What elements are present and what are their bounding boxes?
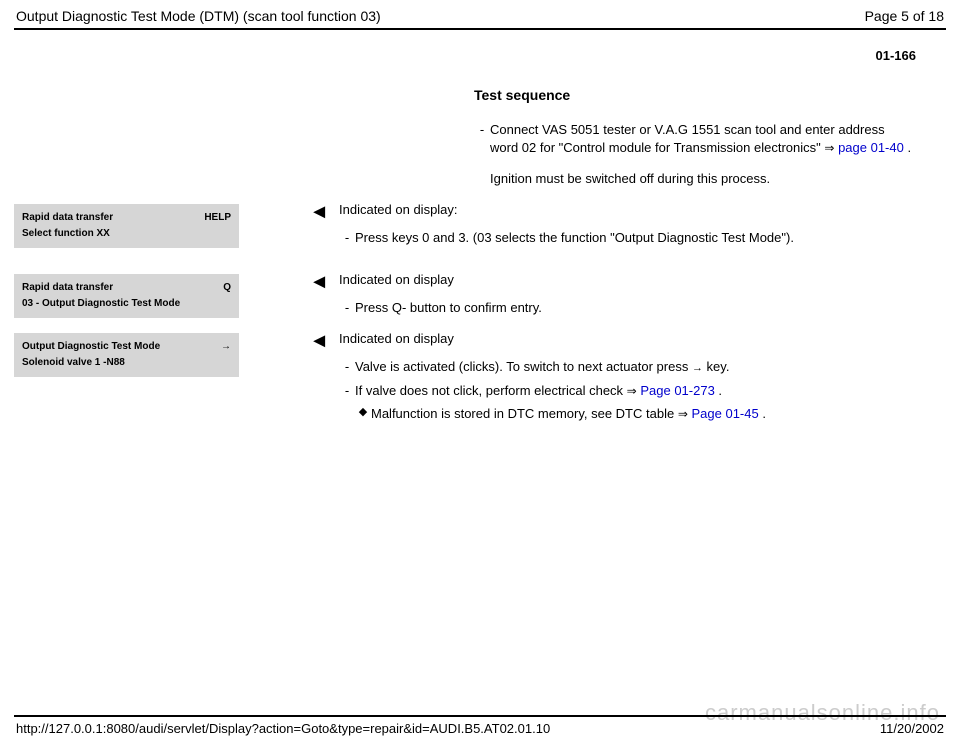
step-text: Connect VAS 5051 tester or V.A.G 1551 sc…	[490, 121, 916, 156]
sub-text: Malfunction is stored in DTC memory, see…	[371, 405, 936, 423]
footer-date: 11/20/2002	[880, 721, 944, 736]
link-page-01-40[interactable]: page 01-40	[838, 140, 904, 155]
footer-divider	[14, 715, 946, 717]
indicated-label: Indicated on display	[339, 272, 946, 287]
header-title: Output Diagnostic Test Mode (DTM) (scan …	[16, 8, 381, 24]
display-line: Select function XX	[22, 226, 231, 242]
header-page: Page 5 of 18	[865, 8, 944, 24]
indicated-label: Indicated on display	[339, 331, 946, 346]
diamond-bullet-icon: ◆	[355, 405, 371, 423]
sub-bullet: -	[339, 229, 355, 247]
display-line: 03 - Output Diagnostic Test Mode	[22, 296, 231, 312]
step-bullet: -	[474, 121, 490, 156]
display-box-1: Rapid data transfer HELP Select function…	[14, 204, 239, 248]
page-number: 01-166	[14, 48, 946, 63]
note-text: Ignition must be switched off during thi…	[490, 170, 946, 188]
arrow-right-icon: →	[692, 362, 703, 374]
display-q: Q	[223, 280, 231, 296]
link-page-01-273[interactable]: Page 01-273	[640, 383, 714, 398]
sub-bullet: -	[339, 299, 355, 317]
display-box-2: Rapid data transfer Q 03 - Output Diagno…	[14, 274, 239, 318]
link-page-01-45[interactable]: Page 01-45	[692, 406, 759, 421]
sub-bullet: -	[339, 382, 355, 400]
indicated-label: Indicated on display:	[339, 202, 946, 217]
arrow-icon: ⇒	[678, 407, 688, 421]
display-line: Rapid data transfer	[22, 280, 113, 296]
sub-text: Valve is activated (clicks). To switch t…	[355, 358, 936, 376]
top-divider	[14, 28, 946, 30]
display-box-3: Output Diagnostic Test Mode → Solenoid v…	[14, 333, 239, 377]
display-line: Output Diagnostic Test Mode	[22, 339, 160, 355]
display-line: Rapid data transfer	[22, 210, 113, 226]
footer-url: http://127.0.0.1:8080/audi/servlet/Displ…	[16, 721, 550, 736]
section-title: Test sequence	[474, 87, 946, 103]
triangle-left-icon: ◄	[309, 330, 329, 352]
sub-bullet: -	[339, 358, 355, 376]
sub-text: If valve does not click, perform electri…	[355, 382, 936, 400]
display-line: Solenoid valve 1 -N88	[22, 355, 231, 371]
arrow-icon: ⇒	[627, 384, 637, 398]
arrow-right-icon: →	[221, 339, 231, 355]
display-help: HELP	[204, 210, 231, 226]
triangle-left-icon: ◄	[309, 201, 329, 223]
triangle-left-icon: ◄	[309, 271, 329, 293]
sub-text: Press Q- button to confirm entry.	[355, 299, 936, 317]
sub-text: Press keys 0 and 3. (03 selects the func…	[355, 229, 936, 247]
arrow-icon: ⇒	[824, 141, 834, 155]
